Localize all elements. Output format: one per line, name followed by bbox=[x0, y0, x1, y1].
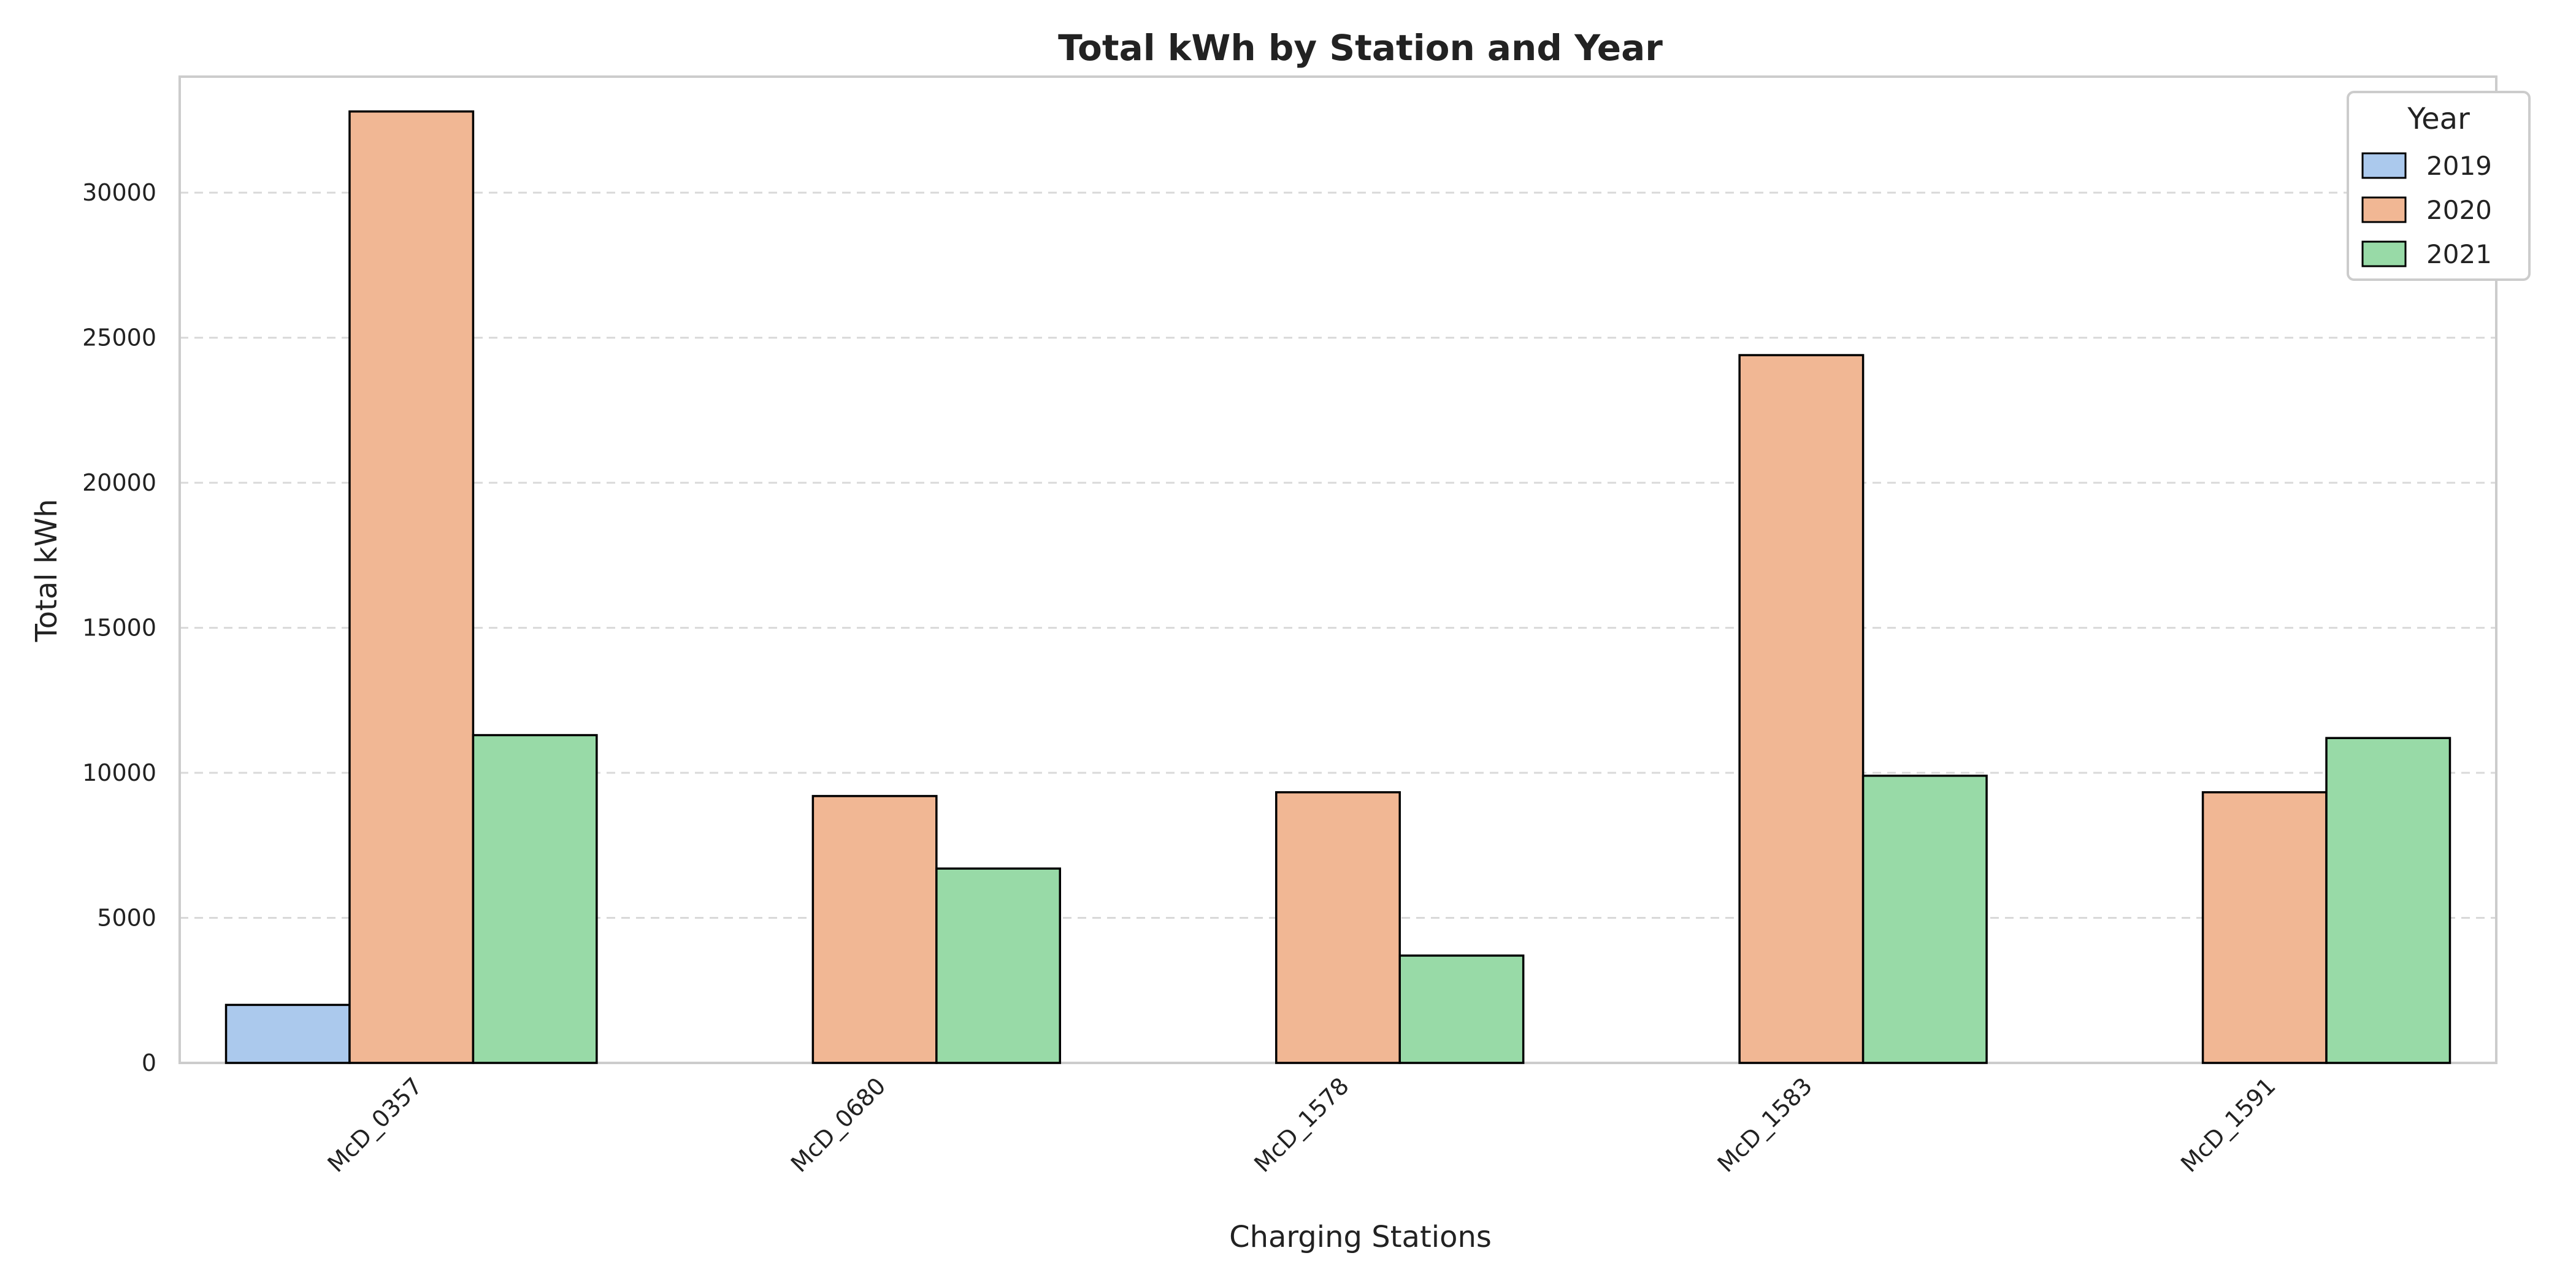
bar-2021-McD_1591 bbox=[2325, 737, 2451, 1064]
bar-2020-McD_0357 bbox=[348, 110, 475, 1064]
bar-2021-McD_0357 bbox=[472, 734, 598, 1064]
y-axis-ticks: 0 5000 10000 15000 20000 25000 30000 bbox=[82, 179, 156, 1076]
bar-2021-McD_1583 bbox=[1861, 775, 1988, 1064]
y-tick-label: 20000 bbox=[82, 469, 156, 496]
legend: Year 2019 2020 2021 bbox=[2347, 91, 2531, 281]
bar-2020-McD_0680 bbox=[811, 795, 938, 1064]
legend-swatch-2019 bbox=[2361, 152, 2407, 179]
bar-2021-McD_0680 bbox=[935, 867, 1062, 1064]
y-tick-label: 25000 bbox=[82, 324, 156, 351]
legend-swatch-2020 bbox=[2361, 196, 2407, 223]
y-tick-label: 30000 bbox=[82, 179, 156, 206]
legend-title: Year bbox=[2407, 102, 2470, 136]
bar-2020-McD_1591 bbox=[2201, 791, 2328, 1064]
y-tick-label: 0 bbox=[142, 1049, 156, 1076]
y-tick-label: 5000 bbox=[97, 905, 156, 932]
legend-items: 2019 2020 2021 bbox=[2361, 151, 2492, 269]
bar-2020-McD_1583 bbox=[1738, 354, 1865, 1064]
bar-2021-McD_1578 bbox=[1398, 954, 1525, 1064]
bar-2020-McD_1578 bbox=[1275, 791, 1401, 1064]
x-axis-label: Charging Stations bbox=[1229, 1220, 1492, 1254]
y-tick-label: 15000 bbox=[82, 615, 156, 642]
legend-label-2021: 2021 bbox=[2426, 239, 2492, 269]
y-tick-label: 10000 bbox=[82, 759, 156, 786]
legend-box bbox=[2347, 91, 2531, 281]
bar-2019-McD_0357 bbox=[224, 1003, 351, 1064]
legend-swatch-2021 bbox=[2361, 240, 2407, 267]
y-axis-label: Total kWh bbox=[29, 499, 64, 642]
chart-title: Total kWh by Station and Year bbox=[1058, 27, 1663, 69]
legend-label-2019: 2019 bbox=[2426, 151, 2492, 181]
legend-label-2020: 2020 bbox=[2426, 195, 2492, 225]
bars bbox=[224, 110, 2451, 1064]
